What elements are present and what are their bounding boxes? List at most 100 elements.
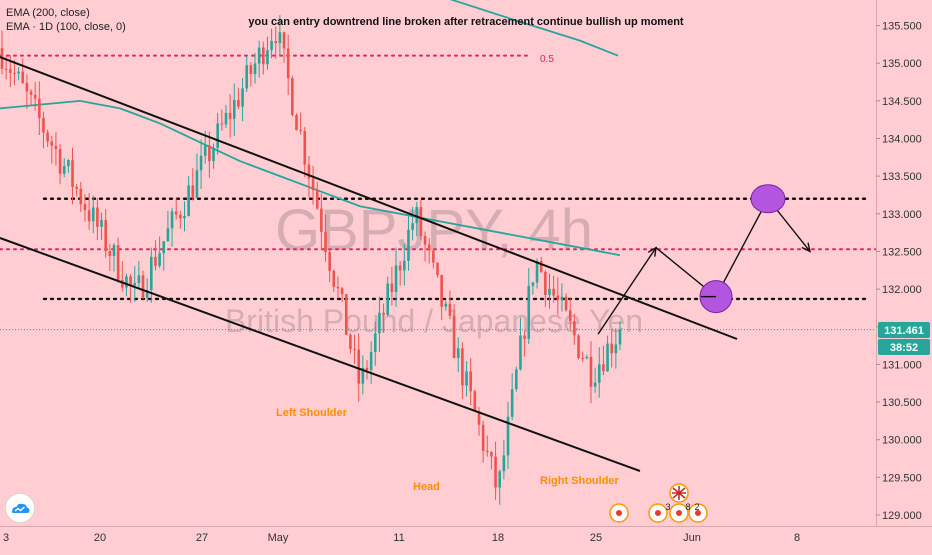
candle-body [203,145,207,156]
candle-body [195,170,199,198]
candle-body [448,303,452,316]
event-marker-3-dot [676,510,682,516]
y-tick-label: 132.500 [882,246,922,258]
x-tick-label: Jun [683,532,701,544]
candle-body [100,220,103,227]
candle-body [332,270,336,287]
candle-body [618,329,622,345]
candle-body [485,450,489,453]
candle-body [291,78,294,115]
candle-body [112,245,116,257]
candle-body [577,335,580,359]
candle-body [614,344,618,354]
candle-body [125,276,128,288]
candle-body [46,132,49,142]
price-axis[interactable]: 129.000129.500130.000130.500131.000131.5… [876,21,922,522]
projection-arrowhead [647,246,657,257]
candle-body [307,164,311,179]
candle-body [220,123,224,125]
candle-body [369,352,373,371]
candle-body [444,303,448,307]
tradingview-logo-button[interactable] [5,493,35,523]
x-tick-label: 8 [794,532,800,544]
candle-body [104,220,107,252]
candle-body [133,283,137,286]
candle-body [91,207,95,222]
time-axis[interactable]: 3 20 27 May 11 18 25 Jun 8 [3,532,800,544]
event-count: 8 [685,502,690,512]
candle-body [436,262,439,276]
y-tick-label: 135.000 [882,58,922,70]
candle-body [162,241,166,254]
candle-body [585,356,589,359]
y-tick-label: 129.000 [882,510,922,522]
x-tick-label: 11 [393,532,404,544]
candle-body [361,367,365,384]
candle-body [42,117,45,133]
candle-body [216,123,219,149]
candle-body [386,283,390,315]
candle-body [597,364,601,383]
x-tick-label: 25 [590,532,602,544]
candle-body [67,160,70,167]
candle-body [606,343,609,372]
legend-ema-200[interactable]: EMA (200, close) [6,7,90,19]
event-count: 3 [665,502,670,512]
candle-body [83,204,87,211]
candle-body [539,261,543,272]
candle-body [498,471,502,488]
legend-ema-1d[interactable]: EMA · 1D (100, close, 0) [6,21,126,33]
candle-body [87,210,91,222]
candle-body [336,286,340,289]
candle-body [245,65,249,89]
candle-body [494,456,497,488]
candle-body [278,32,282,44]
candle-body [535,261,539,283]
candle-body [8,69,12,73]
indicator-legend[interactable]: EMA (200, close) EMA · 1D (100, close, 0… [6,6,126,34]
uk-flag-icon [672,486,686,500]
candle-body [423,235,427,245]
right-shoulder-label: Right Shoulder [540,475,620,487]
candle-body [523,335,526,339]
candle-body [262,47,265,65]
candle-body [390,283,394,292]
candle-body [490,452,493,457]
candle-body [25,82,29,92]
candle-body [33,94,37,99]
candle-body [456,348,460,359]
candle-body [228,112,232,119]
candle-body [120,279,124,288]
candle-body [610,343,614,354]
candle-body [71,160,74,187]
candle-body [419,207,423,236]
head-label: Head [413,481,440,493]
y-tick-label: 130.000 [882,435,922,447]
candle-body [237,99,240,107]
event-marker-1-dot [616,510,622,516]
y-tick-label: 130.500 [882,397,922,409]
left-shoulder-label: Left Shoulder [276,407,348,419]
candle-body [324,231,327,253]
candle-body [382,312,385,315]
x-tick-label: 3 [3,532,9,544]
candle-body [232,99,236,119]
candle-body [515,369,518,390]
candle-body [469,371,472,392]
candle-body [378,312,381,334]
candle-body [79,188,83,205]
candle-body [440,275,443,307]
candle-body [593,382,597,387]
candle-body [145,289,149,298]
candle-body [328,252,331,271]
candle-body [548,288,551,295]
candle-body [552,288,555,296]
candle-body [394,265,398,292]
y-tick-label: 133.500 [882,171,922,183]
candle-body [349,334,352,350]
candle-body [573,321,576,336]
